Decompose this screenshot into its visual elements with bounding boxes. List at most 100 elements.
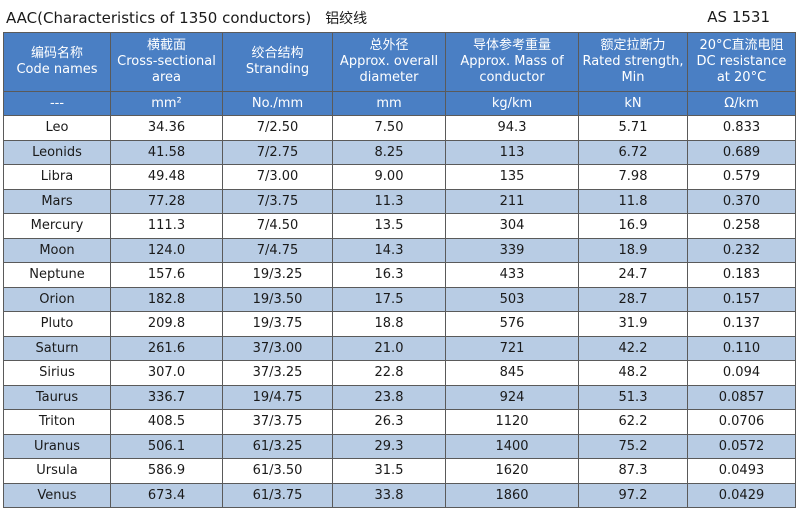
unit-cell: kg/km <box>445 91 579 116</box>
table-row: Sirius 307.0 37/3.25 22.8 845 48.2 0.094 <box>3 360 796 386</box>
table-row: Neptune 157.6 19/3.25 16.3 433 24.7 0.183 <box>3 262 796 288</box>
title-text: AAC(Characteristics of 1350 conductors) <box>6 9 312 27</box>
unit-cell: mm² <box>110 91 223 116</box>
code-name-cell: Moon <box>3 237 111 263</box>
table-cell: 31.9 <box>578 311 688 337</box>
table-cell: 721 <box>445 335 579 361</box>
table-cell: 113 <box>445 139 579 165</box>
table-cell: 586.9 <box>110 458 223 484</box>
table-row: Orion 182.8 19/3.50 17.5 503 28.7 0.157 <box>3 286 796 312</box>
table-cell: 339 <box>445 237 579 263</box>
table-cell: 506.1 <box>110 433 223 459</box>
table-cell: 29.3 <box>332 433 446 459</box>
table-cell: 6.72 <box>578 139 688 165</box>
table-cell: 1400 <box>445 433 579 459</box>
code-name-cell: Leonids <box>3 139 111 165</box>
table-cell: 21.0 <box>332 335 446 361</box>
table-cell: 0.183 <box>687 262 796 288</box>
table-cell: 61/3.50 <box>222 458 333 484</box>
table-cell: 307.0 <box>110 360 223 386</box>
table-cell: 673.4 <box>110 482 223 508</box>
table-cell: 14.3 <box>332 237 446 263</box>
table-cell: 124.0 <box>110 237 223 263</box>
table-cell: 62.2 <box>578 409 688 435</box>
table-cell: 157.6 <box>110 262 223 288</box>
code-name-cell: Taurus <box>3 384 111 410</box>
column-header-cn: 横截面 <box>146 38 186 53</box>
table-row: Uranus 506.1 61/3.25 29.3 1400 75.2 0.0572 <box>3 433 796 459</box>
table-cell: 41.58 <box>110 139 223 165</box>
table-cell: 0.110 <box>687 335 796 361</box>
column-header-cn: 总外径 <box>369 38 409 53</box>
table-cell: 75.2 <box>578 433 688 459</box>
table-cell: 17.5 <box>332 286 446 312</box>
table-cell: 0.0572 <box>687 433 796 459</box>
table-cell: 336.7 <box>110 384 223 410</box>
table-cell: 0.137 <box>687 311 796 337</box>
table-cell: 19/3.50 <box>222 286 333 312</box>
table-cell: 77.28 <box>110 188 223 214</box>
column-header-cn: 额定拉断力 <box>600 38 666 53</box>
table-cell: 0.094 <box>687 360 796 386</box>
table-cell: 576 <box>445 311 579 337</box>
standard-label: AS 1531 <box>707 8 770 26</box>
table-cell: 37/3.00 <box>222 335 333 361</box>
table-cell: 1620 <box>445 458 579 484</box>
table-cell: 94.3 <box>445 115 579 141</box>
table-cell: 304 <box>445 213 579 239</box>
table-cell: 408.5 <box>110 409 223 435</box>
column-header: 20°C直流电阻 DC resistance at 20°C <box>687 32 796 92</box>
column-header-en: Cross-sectional area <box>117 54 216 85</box>
table-cell: 18.8 <box>332 311 446 337</box>
column-header-en: DC resistance at 20°C <box>696 54 787 85</box>
table-cell: 9.00 <box>332 164 446 190</box>
unit-cell: mm <box>332 91 446 116</box>
table-cell: 7/4.75 <box>222 237 333 263</box>
table-cell: 0.157 <box>687 286 796 312</box>
table-cell: 26.3 <box>332 409 446 435</box>
table-cell: 7/2.75 <box>222 139 333 165</box>
table-units-row: --- mm² No./mm mm kg/km kN Ω/km <box>3 91 796 116</box>
table-cell: 0.0429 <box>687 482 796 508</box>
unit-cell: No./mm <box>222 91 333 116</box>
table-row: Leo 34.36 7/2.50 7.50 94.3 5.71 0.833 <box>3 115 796 141</box>
table-cell: 11.8 <box>578 188 688 214</box>
table-cell: 261.6 <box>110 335 223 361</box>
table-cell: 1860 <box>445 482 579 508</box>
table-row: Triton 408.5 37/3.75 26.3 1120 62.2 0.0706 <box>3 409 796 435</box>
table-cell: 7.50 <box>332 115 446 141</box>
table-cell: 42.2 <box>578 335 688 361</box>
table-cell: 7/4.50 <box>222 213 333 239</box>
table-row: Moon 124.0 7/4.75 14.3 339 18.9 0.232 <box>3 237 796 263</box>
code-name-cell: Libra <box>3 164 111 190</box>
table-cell: 97.2 <box>578 482 688 508</box>
document-title: AAC(Characteristics of 1350 conductors) 铝… <box>6 8 367 28</box>
table-cell: 37/3.25 <box>222 360 333 386</box>
table-cell: 111.3 <box>110 213 223 239</box>
table-cell: 8.25 <box>332 139 446 165</box>
table-cell: 0.0493 <box>687 458 796 484</box>
table-cell: 503 <box>445 286 579 312</box>
table-cell: 0.258 <box>687 213 796 239</box>
table-cell: 51.3 <box>578 384 688 410</box>
table-cell: 209.8 <box>110 311 223 337</box>
table-cell: 16.3 <box>332 262 446 288</box>
table-cell: 7/2.50 <box>222 115 333 141</box>
column-header: 编码名称 Code names <box>3 32 111 92</box>
title-chinese: 铝绞线 <box>325 11 368 27</box>
table-row: Venus 673.4 61/3.75 33.8 1860 97.2 0.0429 <box>3 482 796 508</box>
table-cell: 0.0706 <box>687 409 796 435</box>
column-header: 导体参考重量 Approx. Mass of conductor <box>445 32 579 92</box>
table-cell: 61/3.25 <box>222 433 333 459</box>
table-cell: 33.8 <box>332 482 446 508</box>
table-cell: 31.5 <box>332 458 446 484</box>
table-cell: 28.7 <box>578 286 688 312</box>
column-header-en: Approx. overall diameter <box>339 54 439 85</box>
unit-cell: kN <box>578 91 688 116</box>
table-cell: 211 <box>445 188 579 214</box>
table-cell: 34.36 <box>110 115 223 141</box>
table-row: Pluto 209.8 19/3.75 18.8 576 31.9 0.137 <box>3 311 796 337</box>
table-cell: 87.3 <box>578 458 688 484</box>
table-cell: 48.2 <box>578 360 688 386</box>
table-cell: 0.232 <box>687 237 796 263</box>
